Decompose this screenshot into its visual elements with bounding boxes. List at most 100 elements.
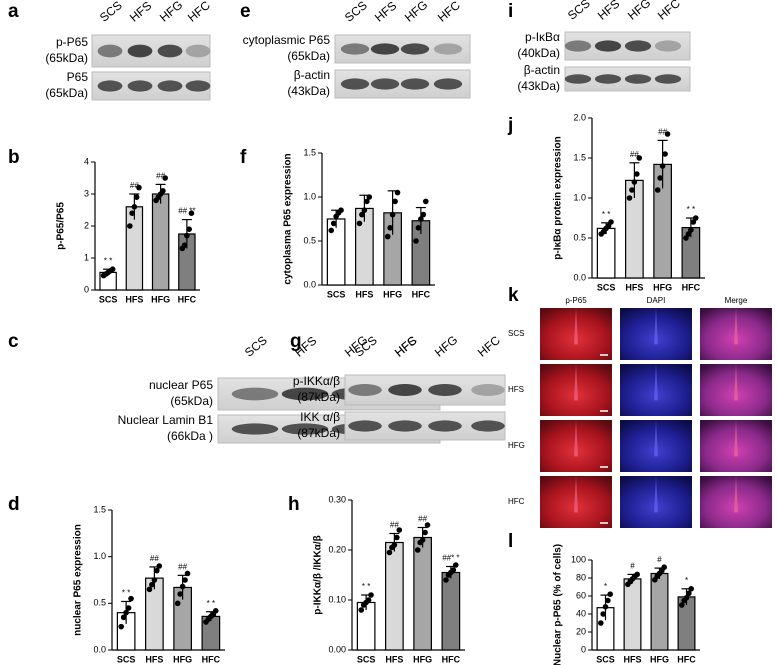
significance: * <box>685 576 688 585</box>
lane-label: HFS <box>127 0 154 25</box>
data-point <box>356 220 363 227</box>
data-point <box>118 623 125 630</box>
lane-label: HFS <box>372 0 399 25</box>
blot-label: (65kDa) <box>45 86 88 100</box>
panel-letter: l <box>508 531 513 552</box>
significance: ## <box>150 554 159 563</box>
y-tick-label: 0.0 <box>93 644 106 654</box>
bar <box>650 572 669 651</box>
ventricle <box>654 308 658 345</box>
data-point <box>359 211 365 218</box>
blot-band <box>231 423 279 435</box>
blot-band <box>388 384 422 396</box>
significance: * * <box>104 256 112 265</box>
blot-label: Nuclear Lamin B1 <box>118 413 214 427</box>
data-point <box>452 562 459 568</box>
lane-label: HFS <box>595 0 622 23</box>
blot-label: β-actin <box>524 63 560 77</box>
data-point <box>162 175 168 181</box>
y-tick-label: 3 <box>84 188 89 198</box>
data-point <box>330 220 337 227</box>
panel-letter: j <box>507 115 513 136</box>
blot-band <box>340 78 370 90</box>
blot-band <box>97 80 123 92</box>
significance: ## <box>390 521 399 530</box>
x-tick-label: HFS <box>355 289 373 299</box>
data-point <box>364 198 370 205</box>
data-point <box>450 567 457 573</box>
image-column-label: p-P65 <box>565 296 587 305</box>
data-point <box>365 597 372 603</box>
blot-band <box>564 40 592 52</box>
image-row-label: HFS <box>508 385 524 394</box>
blot-label: p-P65 <box>56 35 88 49</box>
data-point <box>151 577 158 583</box>
blot-label: (87kDa) <box>297 426 340 440</box>
data-point <box>424 522 431 528</box>
lane-label: SCS <box>565 0 593 23</box>
blot-band <box>564 74 592 84</box>
blot-band <box>127 44 153 58</box>
y-tick-label: 0.00 <box>328 644 346 654</box>
lane-label: SCS <box>242 333 270 360</box>
blot-band <box>97 44 123 58</box>
x-tick-label: HFC <box>442 654 461 664</box>
data-point <box>634 171 640 177</box>
data-point <box>661 564 667 570</box>
blot-label: β-actin <box>294 68 330 82</box>
significance: * * <box>207 599 215 608</box>
significance: # <box>630 562 635 571</box>
x-tick-label: SCS <box>597 282 616 292</box>
blot-band <box>654 40 682 52</box>
y-tick-label: 0 <box>84 284 89 294</box>
x-tick-label: HFS <box>625 282 643 292</box>
data-point <box>683 235 689 241</box>
y-tick-label: 1.0 <box>93 551 106 561</box>
data-point <box>358 607 365 613</box>
data-point <box>366 194 373 200</box>
lane-label: SCS <box>342 0 370 25</box>
data-point <box>396 527 403 533</box>
data-point <box>389 211 396 218</box>
data-point <box>391 542 398 548</box>
ventricle <box>734 420 738 457</box>
data-point <box>422 529 428 536</box>
data-point <box>413 238 419 244</box>
y-tick-label: 0.10 <box>328 594 346 604</box>
data-point <box>387 225 393 231</box>
data-point <box>120 614 127 621</box>
blot-band <box>594 40 622 52</box>
significance: ## <box>130 181 139 190</box>
y-tick-label: 1.0 <box>303 191 316 201</box>
blot-band <box>157 44 183 58</box>
y-tick-label: 1.5 <box>93 504 106 514</box>
ventricle <box>734 364 738 401</box>
y-tick-label: 0.5 <box>303 235 316 245</box>
data-point <box>131 204 138 210</box>
data-point <box>420 211 427 218</box>
data-point <box>636 155 643 161</box>
data-point <box>608 219 614 225</box>
ventricle <box>574 364 578 401</box>
data-point <box>605 597 611 604</box>
data-point <box>688 227 694 233</box>
data-point <box>605 223 612 229</box>
blot-band <box>281 423 329 435</box>
x-tick-label: SCS <box>99 294 118 304</box>
data-point <box>129 210 135 216</box>
data-point <box>133 194 140 200</box>
data-point <box>659 163 666 169</box>
lane-label: HFC <box>435 0 463 25</box>
lane-label: HFC <box>655 0 683 23</box>
y-tick-label: 1.5 <box>303 147 316 157</box>
blot-label: P65 <box>67 70 89 84</box>
data-point <box>626 195 633 201</box>
x-tick-label: HFC <box>202 654 221 664</box>
y-tick-label: 0.20 <box>328 544 346 554</box>
bar <box>413 536 432 651</box>
data-point <box>685 231 692 237</box>
blot-band <box>433 78 463 90</box>
x-tick-label: SCS <box>596 654 615 664</box>
data-point <box>149 581 155 588</box>
